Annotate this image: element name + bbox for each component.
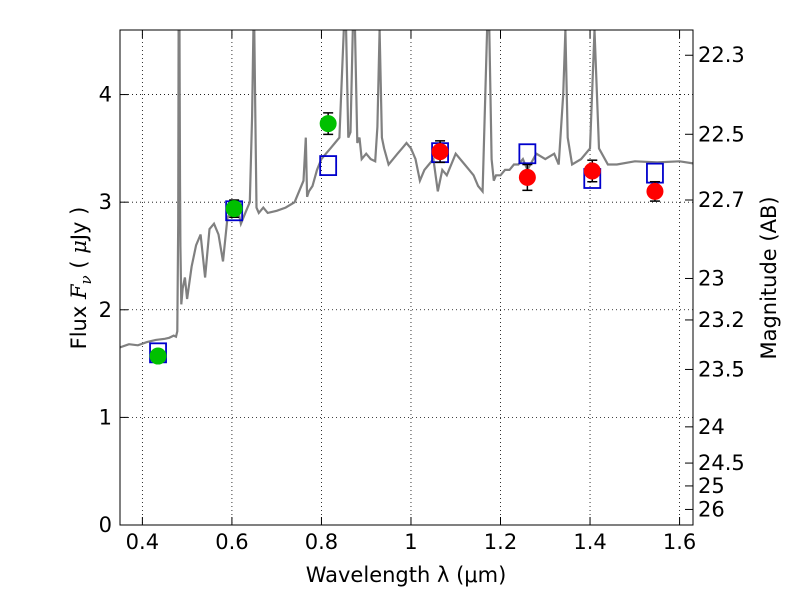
mag-tick-label: 23.2	[698, 308, 745, 332]
y-tick-label: 0	[99, 513, 112, 537]
observed-red-point	[431, 143, 449, 161]
data-markers	[149, 112, 664, 365]
y2-axis-label: Magnitude (AB)	[757, 196, 781, 359]
mag-tick-label: 22.3	[698, 43, 745, 67]
mag-tick-label: 23	[698, 266, 725, 290]
x-tick-label: 1.6	[663, 530, 696, 554]
model-photometry-square	[518, 143, 537, 165]
observed-red-point	[583, 162, 601, 180]
mag-tick-label: 24	[698, 415, 725, 439]
x-tick-label: 1.4	[573, 530, 606, 554]
y-tick-label: 2	[99, 298, 112, 322]
observed-red-point	[518, 168, 536, 186]
observed-green-point	[225, 200, 243, 218]
mag-tick-label: 22.7	[698, 188, 745, 212]
x-tick-label: 0.4	[126, 530, 159, 554]
observed-green-point	[319, 115, 337, 133]
mag-tick-label: 25	[698, 474, 725, 498]
model-spectrum-line	[120, 30, 693, 349]
x-tick-label: 1.2	[484, 530, 517, 554]
y-tick-label: 1	[99, 405, 112, 429]
mag-tick-label: 23.5	[698, 357, 745, 381]
grid-lines	[120, 30, 693, 525]
y-axis-label: Flux Fν ( μJy )	[67, 207, 95, 350]
model-photometry-square	[646, 162, 664, 184]
x-tick-label: 0.8	[305, 530, 338, 554]
mag-tick-label: 26	[698, 497, 725, 521]
y-tick-label: 3	[99, 190, 112, 214]
plot-frame	[119, 29, 694, 526]
x-tick-label: 1	[404, 530, 417, 554]
observed-green-point	[149, 347, 167, 365]
observed-red-point	[646, 182, 664, 200]
axis-ticks: 0.4 0.6 0.8 1 1.2 1.4 1.60123422.322.522.72323…	[99, 30, 745, 554]
mag-tick-label: 22.5	[698, 122, 745, 146]
model-photometry-square	[319, 155, 338, 176]
mag-tick-label: 24.5	[698, 451, 745, 475]
y-tick-label: 4	[99, 83, 112, 107]
x-tick-label: 0.6	[215, 530, 248, 554]
x-axis-label: Wavelength λ (μm)	[306, 563, 507, 587]
